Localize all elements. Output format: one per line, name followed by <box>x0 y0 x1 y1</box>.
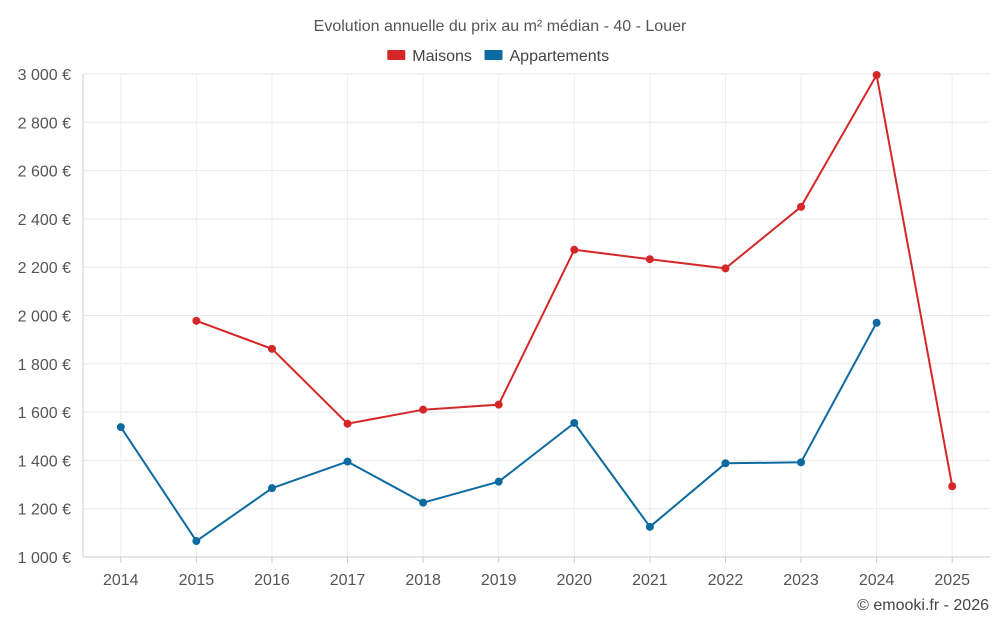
legend-swatch-maisons[interactable] <box>387 50 406 60</box>
data-point-maisons[interactable] <box>570 245 579 254</box>
x-tick-label: 2020 <box>556 572 592 589</box>
x-tick-label: 2018 <box>405 572 441 589</box>
y-tick-label: 2 400 € <box>18 212 71 229</box>
legend-swatch-appartements[interactable] <box>484 50 503 60</box>
y-tick-label: 1 400 € <box>18 453 71 470</box>
y-tick-label: 2 000 € <box>18 309 71 326</box>
axes: 1 000 € 1 200 € 1 400 € 1 600 € 1 800 € 2 000… <box>18 67 990 589</box>
x-tick-label: 2024 <box>859 572 895 589</box>
credit-text: © emooki.fr - 2026 <box>857 597 989 614</box>
x-tick-label: 2021 <box>632 572 668 589</box>
data-point-appartements[interactable] <box>721 459 730 468</box>
x-tick-label: 2025 <box>934 572 970 589</box>
legend-label-appartements[interactable]: Appartements <box>510 48 610 65</box>
y-tick-label: 3 000 € <box>18 67 71 84</box>
y-tick-label: 2 800 € <box>18 115 71 132</box>
data-point-maisons[interactable] <box>267 344 276 353</box>
data-point-appartements[interactable] <box>645 522 654 531</box>
x-tick-label: 2016 <box>254 572 290 589</box>
data-point-appartements[interactable] <box>570 418 579 427</box>
y-tick-label: 1 600 € <box>18 405 71 422</box>
data-point-maisons[interactable] <box>192 316 201 325</box>
data-point-maisons[interactable] <box>343 419 352 428</box>
x-tick-label: 2019 <box>481 572 517 589</box>
legend: Maisons Appartements <box>387 48 609 65</box>
y-tick-label: 1 800 € <box>18 357 71 374</box>
x-tick-label: 2014 <box>103 572 139 589</box>
x-tick-label: 2015 <box>179 572 215 589</box>
y-tick-label: 2 200 € <box>18 260 71 277</box>
chart-title: Evolution annuelle du prix au m² médian … <box>314 18 687 35</box>
data-point-appartements[interactable] <box>494 477 503 486</box>
x-tick-label: 2022 <box>708 572 744 589</box>
y-tick-label: 1 200 € <box>18 502 71 519</box>
data-point-maisons[interactable] <box>721 264 730 273</box>
data-point-appartements[interactable] <box>872 318 881 327</box>
data-point-appartements[interactable] <box>116 423 125 432</box>
y-tick-label: 1 000 € <box>18 550 71 567</box>
legend-label-maisons[interactable]: Maisons <box>412 48 472 65</box>
x-tick-label: 2023 <box>783 572 819 589</box>
data-point-maisons[interactable] <box>872 70 881 79</box>
y-tick-label: 2 600 € <box>18 164 71 181</box>
series-layer <box>116 70 957 546</box>
data-point-maisons[interactable] <box>948 482 957 491</box>
data-point-appartements[interactable] <box>267 484 276 493</box>
data-point-appartements[interactable] <box>192 537 201 546</box>
x-tick-label: 2017 <box>330 572 366 589</box>
data-point-maisons[interactable] <box>645 255 654 264</box>
data-point-maisons[interactable] <box>797 202 806 211</box>
data-point-appartements[interactable] <box>343 457 352 466</box>
data-point-maisons[interactable] <box>419 405 428 414</box>
data-point-maisons[interactable] <box>494 400 503 409</box>
data-point-appartements[interactable] <box>797 458 806 467</box>
grid <box>83 73 990 558</box>
data-point-appartements[interactable] <box>419 498 428 507</box>
